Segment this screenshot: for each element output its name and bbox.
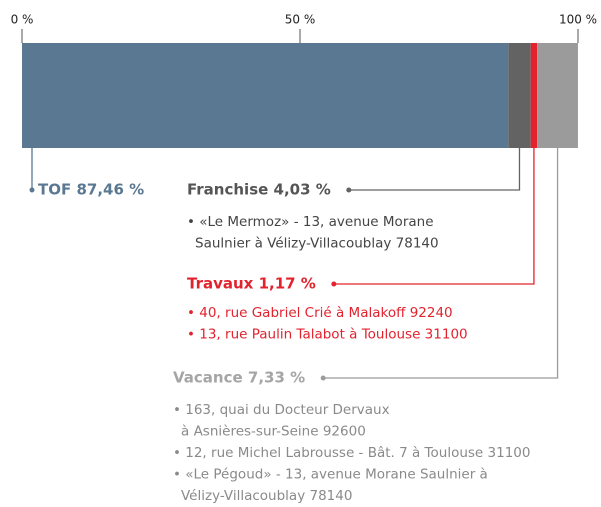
note: • 13, rue Paulin Talabot à Toulouse 3110… [187,327,468,343]
note: Saulnier à Vélizy-Villacoublay 78140 [195,236,439,252]
x-tick-label: 50 % [285,13,316,27]
note: • «Le Pégoud» - 13, avenue Morane Saulni… [173,467,488,483]
note: • 163, quai du Docteur Dervaux [173,402,390,418]
leader-dot [320,375,326,381]
note: • 40, rue Gabriel Crié à Malakoff 92240 [187,305,453,321]
value-label: Franchise 4,03 % [187,181,331,199]
note: • 12, rue Michel Labrousse - Bât. 7 à To… [173,445,530,461]
leader-dot [331,281,337,287]
bar-segment [537,43,578,148]
value-label: Travaux 1,17 % [187,275,316,293]
leader-dot [346,187,352,193]
leader-line [348,148,521,191]
note: à Asnières-sur-Seine 92600 [181,424,366,440]
leader-line [333,148,535,285]
leader-dot [29,187,35,193]
note: • «Le Mermoz» - 13, avenue Morane [187,214,434,230]
x-tick-label: 0 % [11,13,34,27]
bar-segment [508,43,531,148]
x-tick-label: 100 % [559,13,597,27]
value-label: Vacance 7,33 % [173,369,305,387]
leader-line [323,148,559,379]
value-label: TOF 87,46 % [38,181,144,199]
note: Vélizy-Villacoublay 78140 [181,488,352,504]
bar-segment [22,43,509,148]
bar-segment [530,43,538,148]
